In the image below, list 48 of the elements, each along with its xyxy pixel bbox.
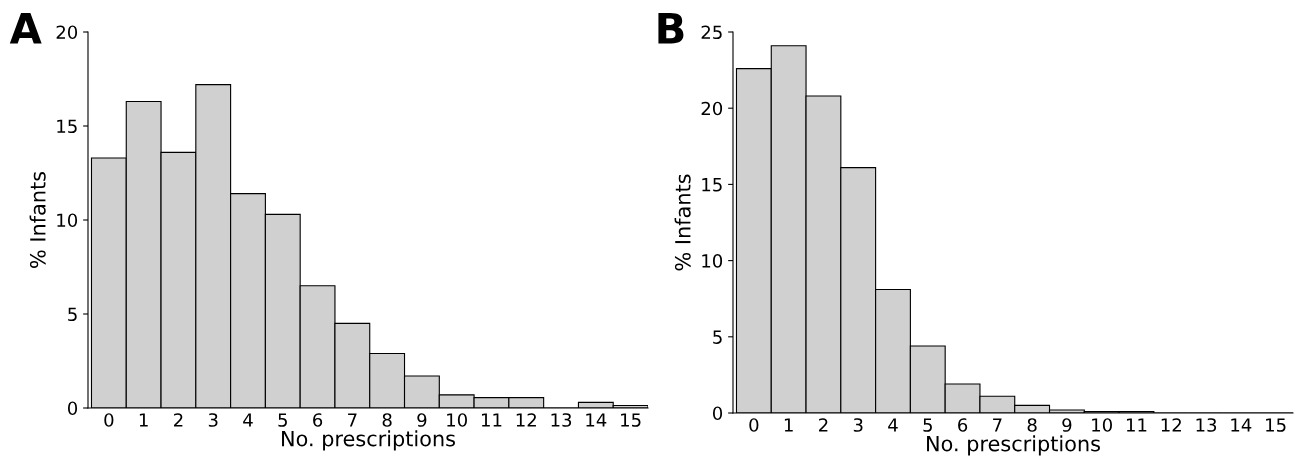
x-tick-label: 11	[1126, 418, 1147, 432]
x-tick-label: 7	[348, 413, 357, 427]
chart-title: A	[9, 13, 42, 44]
x-tick-label: 9	[1062, 418, 1072, 432]
x-tick-label: 10	[1092, 418, 1112, 432]
y-tick-label: 5	[68, 307, 77, 322]
x-tick-label: 1	[784, 418, 793, 432]
y-tick-label: 10	[702, 254, 723, 268]
x-tick-label: 13	[551, 413, 572, 427]
x-axis-title: No. prescriptions	[927, 435, 1100, 456]
chart-title: B	[658, 13, 684, 44]
x-tick-label: 5	[278, 413, 287, 427]
x-tick-label: 15	[1266, 418, 1286, 432]
x-tick-label: 2	[174, 413, 183, 427]
y-tick-label: 20	[56, 25, 78, 40]
y-tick-label: 25	[701, 25, 722, 40]
x-tick-label: 13	[1196, 418, 1217, 432]
x-tick-label: 0	[104, 413, 114, 427]
x-tick-label: 8	[382, 413, 392, 427]
x-tick-label: 14	[1231, 418, 1252, 432]
y-tick-label: 15	[57, 119, 77, 134]
y-tick-label: 5	[713, 330, 722, 344]
x-tick-label: 2	[819, 418, 828, 432]
x-tick-label: 5	[923, 418, 932, 432]
x-tick-label: 14	[586, 413, 607, 427]
y-tick-label: 0	[67, 401, 78, 416]
x-tick-label: 12	[516, 413, 536, 427]
x-tick-label: 0	[749, 418, 759, 432]
x-tick-label: 10	[447, 413, 467, 427]
x-tick-label: 8	[1027, 418, 1037, 432]
y-tick-label: 10	[57, 213, 78, 228]
x-tick-label: 12	[1161, 418, 1181, 432]
x-tick-label: 7	[993, 418, 1002, 432]
x-tick-label: 6	[313, 413, 323, 427]
x-tick-label: 4	[888, 418, 898, 432]
x-tick-label: 6	[958, 418, 968, 432]
x-tick-label: 4	[243, 413, 253, 427]
x-axis-title: No. prescriptions	[282, 430, 455, 451]
x-tick-label: 1	[139, 413, 148, 427]
x-tick-label: 11	[481, 413, 502, 427]
y-tick-label: 15	[702, 178, 722, 192]
x-tick-label: 3	[853, 418, 863, 432]
y-tick-label: 20	[701, 101, 723, 116]
y-axis-title: % Infants	[674, 174, 691, 271]
x-tick-label: 9	[417, 413, 427, 427]
x-tick-label: 15	[621, 413, 641, 427]
y-axis-title: % Infants	[29, 171, 46, 268]
x-tick-label: 3	[208, 413, 218, 427]
